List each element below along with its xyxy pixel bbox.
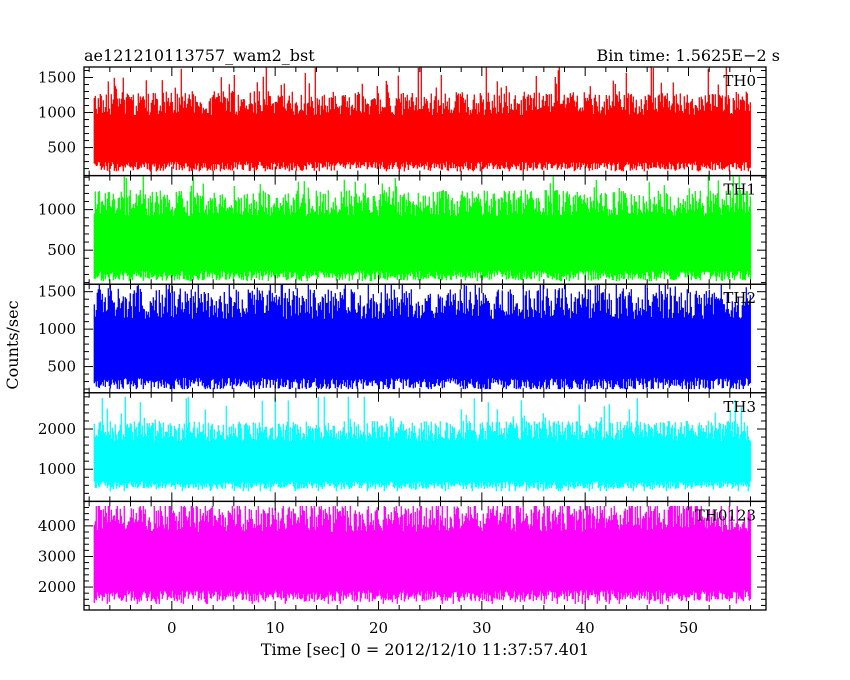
- x-tick-label: 30: [472, 619, 491, 637]
- y-tick-label: 500: [47, 358, 76, 376]
- series-th3-curve: [93, 396, 751, 492]
- x-tick-label: 50: [679, 619, 698, 637]
- x-tick-label: 10: [266, 619, 285, 637]
- panel-label: TH3: [723, 398, 756, 416]
- panel-label: TH2: [723, 289, 756, 307]
- y-tick-label: 1000: [38, 201, 76, 219]
- x-tick-label: 40: [576, 619, 595, 637]
- panel-th1: 500 1000 TH1: [38, 174, 767, 285]
- x-tick-label: 20: [369, 619, 388, 637]
- panel-label: TH0: [723, 72, 756, 90]
- series-th0123-curve: [93, 506, 751, 604]
- bin-time-label: Bin time: 1.5625E−2 s: [597, 46, 780, 65]
- y-tick-label: 3000: [38, 547, 76, 565]
- y-tick-label: 1000: [38, 460, 76, 478]
- y-tick-label: 2000: [38, 578, 76, 596]
- y-axis-title: Counts/sec: [3, 300, 22, 389]
- y-tick-label: 1000: [38, 104, 76, 122]
- panel-th0: 500 1000 1500 TH0: [38, 66, 767, 177]
- series-th1-curve: [93, 175, 751, 281]
- series-th0-curve: [93, 67, 751, 172]
- x-tick-label: 0: [167, 619, 177, 637]
- y-tick-label: 1500: [38, 283, 76, 301]
- y-tick-label: 1500: [38, 69, 76, 87]
- y-tick-label: 500: [47, 241, 76, 259]
- panel-th2: 500 1000 1500 TH2: [38, 283, 767, 394]
- panel-frame: [83, 500, 767, 611]
- y-tick-label: 1000: [38, 320, 76, 338]
- y-tick-label: 2000: [38, 420, 76, 438]
- y-tick-label: 500: [47, 139, 76, 157]
- panel-th0123: 2000 3000 4000 TH0123: [38, 500, 767, 611]
- panel-th3: 1000 2000 TH3: [38, 392, 767, 503]
- y-tick-label: 4000: [38, 517, 76, 535]
- x-axis-title: Time [sec] 0 = 2012/12/10 11:37:57.401: [261, 640, 589, 659]
- panel-label: TH0123: [695, 506, 756, 524]
- series-th2-curve: [93, 284, 751, 390]
- chart-title: ae121210113757_wam2_bst: [84, 46, 315, 65]
- panel-label: TH1: [723, 181, 756, 199]
